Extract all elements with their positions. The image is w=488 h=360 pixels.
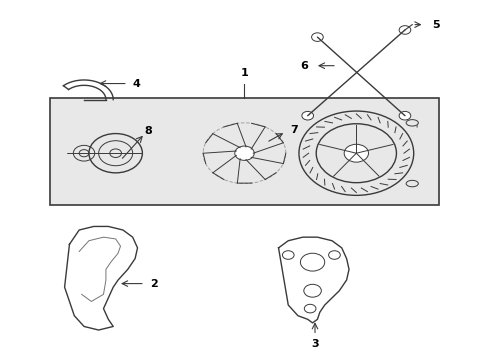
FancyBboxPatch shape: [50, 98, 438, 205]
Circle shape: [282, 251, 293, 259]
Text: 8: 8: [144, 126, 152, 136]
Circle shape: [398, 26, 410, 34]
Circle shape: [311, 33, 323, 41]
Text: 4: 4: [132, 78, 140, 89]
Text: 3: 3: [310, 339, 318, 349]
Circle shape: [234, 146, 254, 160]
Circle shape: [304, 304, 315, 313]
Text: 2: 2: [149, 279, 157, 289]
Circle shape: [328, 251, 340, 259]
Text: 6: 6: [299, 61, 307, 71]
Text: 1: 1: [240, 68, 248, 78]
Circle shape: [344, 144, 368, 162]
Text: 7: 7: [290, 125, 298, 135]
Text: 5: 5: [431, 19, 438, 30]
Circle shape: [398, 111, 410, 120]
Circle shape: [301, 111, 313, 120]
